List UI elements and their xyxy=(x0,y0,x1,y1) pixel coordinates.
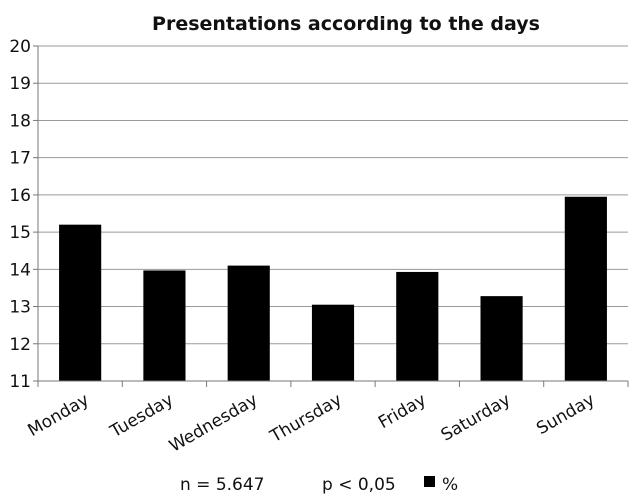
y-tick-label-13: 13 xyxy=(9,298,31,318)
y-tick-label-19: 19 xyxy=(9,74,31,94)
legend-swatch xyxy=(424,476,435,487)
y-tick-label-11: 11 xyxy=(9,372,31,392)
bar-monday xyxy=(59,224,102,381)
x-category-label-sunday: Sunday xyxy=(533,390,598,439)
chart-footer: n = 5.647 p < 0,05 % xyxy=(180,475,458,495)
y-tick-label-20: 20 xyxy=(9,37,31,57)
x-category-label-wednesday: Wednesday xyxy=(166,390,261,457)
bar-friday xyxy=(396,271,439,381)
x-category-label-friday: Friday xyxy=(375,390,430,433)
axes xyxy=(33,45,629,387)
y-tick-label-16: 16 xyxy=(9,186,31,206)
bar-wednesday xyxy=(227,265,270,381)
y-tick-label-12: 12 xyxy=(9,335,31,355)
bars xyxy=(59,196,607,381)
x-category-label-monday: Monday xyxy=(25,390,93,441)
x-category-label-saturday: Saturday xyxy=(438,390,514,446)
y-axis-ticks: 11 12 13 14 15 16 17 18 19 20 xyxy=(9,37,31,392)
gridlines xyxy=(38,45,628,345)
x-category-label-thursday: Thursday xyxy=(266,390,345,447)
bar-saturday xyxy=(480,296,523,381)
sample-size-note: n = 5.647 xyxy=(180,475,265,495)
x-category-label-tuesday: Tuesday xyxy=(106,390,177,442)
y-tick-label-17: 17 xyxy=(9,149,31,169)
bar-thursday xyxy=(311,304,355,381)
y-tick-label-15: 15 xyxy=(9,223,31,243)
y-tick-label-14: 14 xyxy=(9,260,31,280)
legend-label: % xyxy=(442,475,458,495)
chart-title: Presentations according to the days xyxy=(152,13,540,35)
bar-sunday xyxy=(564,196,607,381)
p-value-note: p < 0,05 xyxy=(322,475,396,495)
bar-tuesday xyxy=(143,270,186,381)
y-tick-label-18: 18 xyxy=(9,111,31,131)
